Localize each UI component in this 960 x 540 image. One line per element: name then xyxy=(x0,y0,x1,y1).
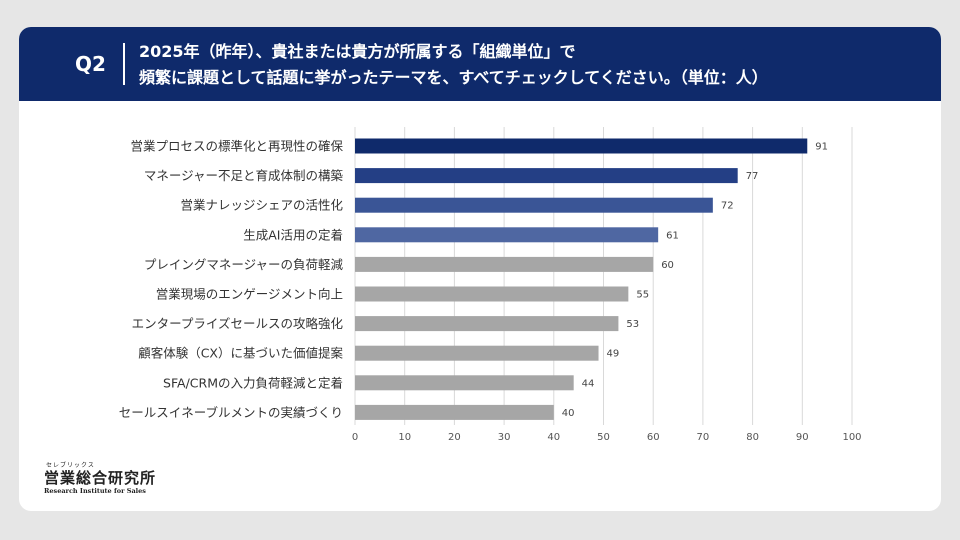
x-tick-label: 30 xyxy=(498,432,511,443)
data-label: 61 xyxy=(666,230,679,241)
question-header: Q2 2025年（昨年）、貴社または貴方が所属する「組織単位」で 頻繁に課題とし… xyxy=(19,27,941,101)
bar xyxy=(355,345,599,361)
data-label: 55 xyxy=(636,290,649,301)
category-label: マネージャー不足と育成体制の構築 xyxy=(144,168,344,183)
x-tick-label: 60 xyxy=(647,432,660,443)
category-label: セールスイネーブルメントの実績づくり xyxy=(119,405,343,420)
question-line-2: 頻繁に課題として話題に挙がったテーマを、すべてチェックしてください。（単位：人） xyxy=(139,68,768,87)
data-label: 53 xyxy=(626,319,639,330)
logo-main: 営業総合研究所 xyxy=(44,469,157,487)
data-label: 91 xyxy=(815,142,828,153)
question-number: Q2 xyxy=(75,52,106,76)
question-line-1: 2025年（昨年）、貴社または貴方が所属する「組織単位」で xyxy=(139,42,576,61)
bar-chart: 0 10 20 30 40 50 60 70 80 90 100 営業プロセスの標準化と再現性の確保 9… xyxy=(119,127,862,443)
logo-ruby: セレブリックス xyxy=(46,462,95,469)
data-label: 44 xyxy=(582,378,595,389)
content-card: Q2 2025年（昨年）、貴社または貴方が所属する「組織単位」で 頻繁に課題とし… xyxy=(19,27,941,511)
data-label: 49 xyxy=(607,349,620,360)
x-tick-label: 90 xyxy=(796,432,809,443)
data-label: 77 xyxy=(746,171,759,182)
category-label: 顧客体験（CX）に基づいた価値提案 xyxy=(138,346,343,361)
x-tick-label: 70 xyxy=(697,432,710,443)
bar xyxy=(355,256,654,272)
question-text: 2025年（昨年）、貴社または貴方が所属する「組織単位」で 頻繁に課題として話題… xyxy=(139,39,768,91)
x-tick-label: 80 xyxy=(746,432,759,443)
bar xyxy=(355,375,574,391)
category-label: 生成AI活用の定着 xyxy=(243,227,343,242)
brand-logo: セレブリックス 営業総合研究所 Research Institute for S… xyxy=(44,462,156,495)
category-label: プレイングマネージャーの負荷軽減 xyxy=(144,257,344,272)
bar xyxy=(355,286,629,302)
x-tick-label: 40 xyxy=(547,432,560,443)
x-tick-label: 50 xyxy=(597,432,610,443)
category-label: 営業プロセスの標準化と再現性の確保 xyxy=(130,139,343,154)
bar xyxy=(355,138,808,154)
header-divider xyxy=(123,43,125,85)
category-label: SFA/CRMの入力負荷軽減と定着 xyxy=(163,375,343,390)
x-tick-label: 10 xyxy=(398,432,411,443)
bar xyxy=(355,197,713,213)
data-label: 72 xyxy=(721,201,734,212)
category-label: 営業ナレッジシェアの活性化 xyxy=(180,198,343,213)
bar xyxy=(355,316,619,332)
x-tick-label: 100 xyxy=(842,432,861,443)
category-label: エンタープライズセールスの攻略強化 xyxy=(132,316,344,331)
category-label: 営業現場のエンゲージメント向上 xyxy=(156,287,343,302)
x-tick-label: 20 xyxy=(448,432,461,443)
data-label: 40 xyxy=(562,408,575,419)
data-label: 60 xyxy=(661,260,674,271)
bar xyxy=(355,404,554,420)
logo-sub: Research Institute for Sales xyxy=(44,487,146,495)
x-tick-label: 0 xyxy=(352,432,358,443)
bar xyxy=(355,168,738,184)
bar xyxy=(355,227,659,243)
